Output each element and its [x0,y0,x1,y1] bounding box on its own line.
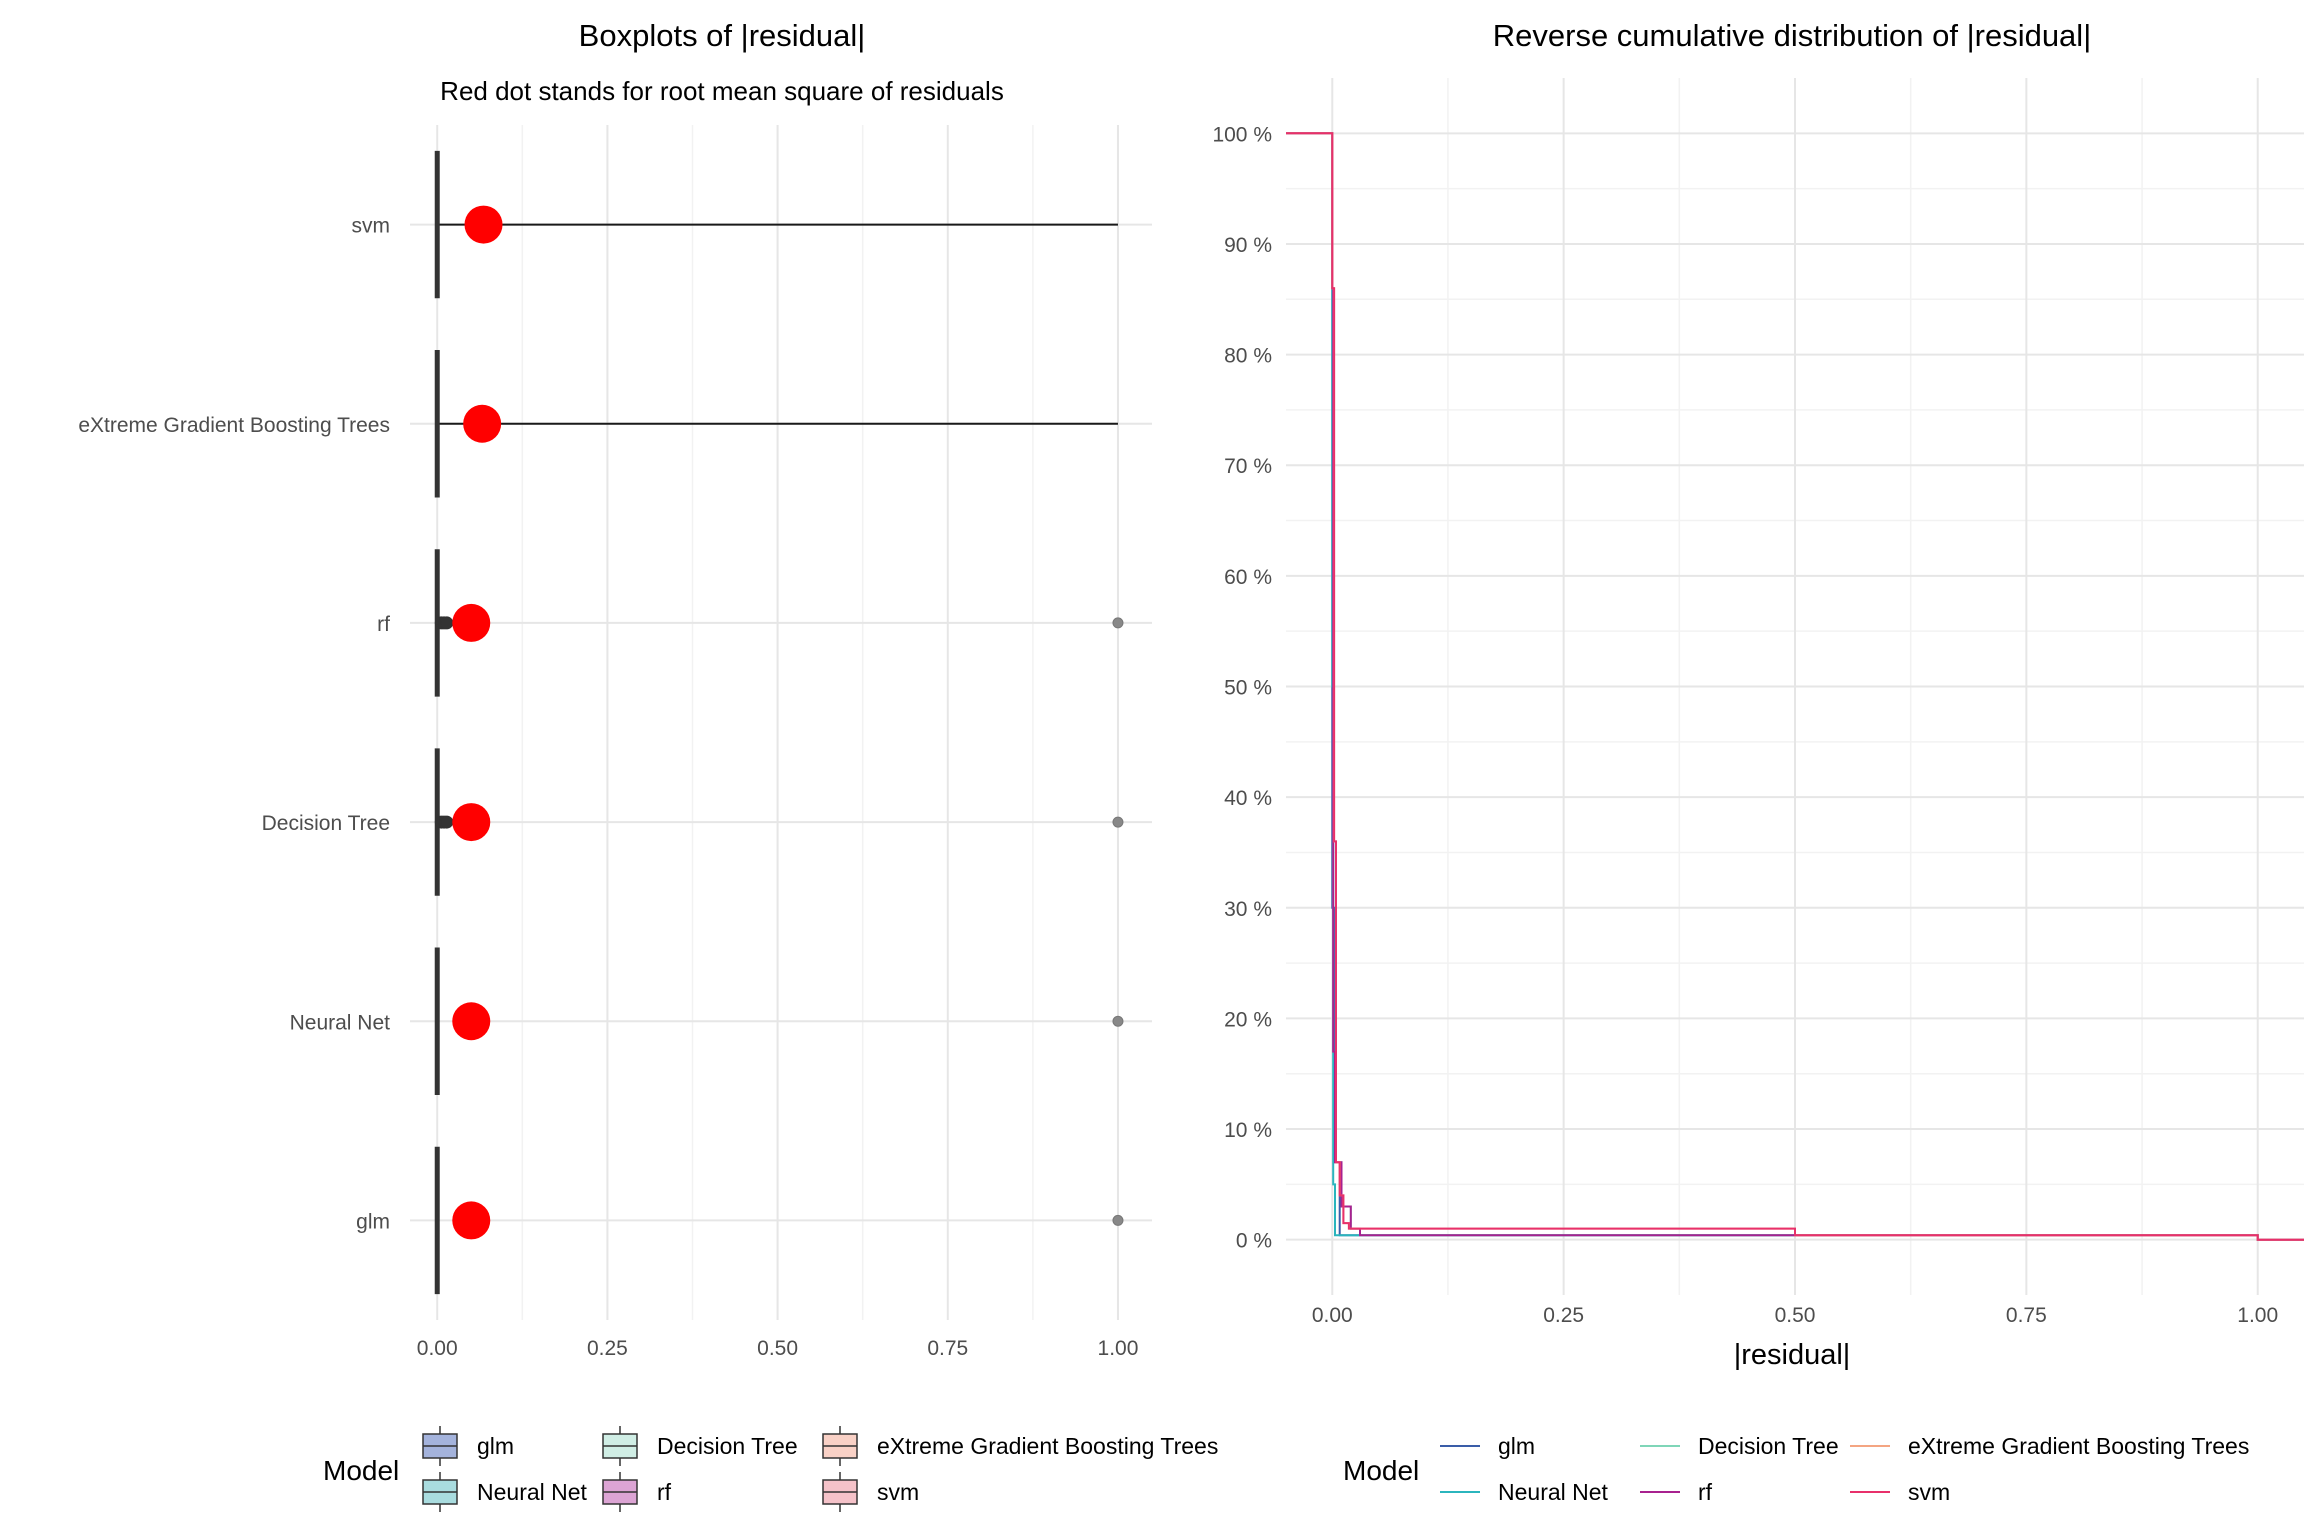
rmse-red-dot [452,1201,491,1240]
boxplot-category-label: svm [352,215,391,238]
boxplot-category-label: Decision Tree [262,812,390,835]
boxplot-category-label: glm [356,1210,390,1233]
cumulative-y-tick-label: 0 % [1236,1230,1272,1253]
cumulative-x-tick-label: 0.00 [1312,1304,1353,1327]
boxplot-category-label: rf [377,613,390,636]
boxplot-x-tick-label: 0.25 [587,1337,628,1360]
cumulative-legend-label: Decision Tree [1698,1433,1839,1459]
cumulative-y-tick-label: 90 % [1224,234,1272,257]
boxplot-category-label: eXtreme Gradient Boosting Trees [78,414,390,437]
cumulative-legend-label: svm [1908,1479,1950,1505]
cumulative-legend-label: eXtreme Gradient Boosting Trees [1908,1433,2249,1459]
boxplot-subtitle: Red dot stands for root mean square of r… [440,76,1004,106]
rmse-red-dot [452,803,491,842]
boxplot-x-tick-label: 0.00 [417,1337,458,1360]
cumulative-y-tick-label: 40 % [1224,787,1272,810]
cumulative-y-tick-label: 30 % [1224,898,1272,921]
boxplot-category-labels: svm eXtreme Gradient Boosting Trees rf Deci… [78,215,390,1234]
boxplot-legend-label: eXtreme Gradient Boosting Trees [877,1433,1218,1459]
boxplot-legend-label: glm [477,1433,514,1459]
cumulative-y-tick-label: 100 % [1212,123,1272,146]
boxplot-gridlines [410,125,1152,1320]
cumulative-x-tick-label: 1.00 [2237,1304,2278,1327]
cumulative-panel: Reverse cumulative distribution of |resi… [1212,18,2304,1505]
boxplot-outlier-point [440,616,454,630]
cumulative-legend-label: rf [1698,1479,1713,1505]
boxplot-x-tick-label: 0.50 [757,1337,798,1360]
cumulative-series-line [1286,132,2304,1241]
cumulative-x-tick-label: 0.50 [1775,1304,1816,1327]
cumulative-gridlines [1286,78,2304,1295]
boxplot-x-tick-labels: 0.00 0.25 0.50 0.75 1.00 [417,1337,1139,1360]
boxplot-outlier-point [1112,617,1124,629]
cumulative-x-tick-label: 0.75 [2006,1304,2047,1327]
cumulative-y-tick-label: 20 % [1224,1008,1272,1031]
cumulative-y-tick-label: 80 % [1224,345,1272,368]
rmse-red-dot [463,404,502,443]
rmse-red-dot [452,603,491,642]
cumulative-y-tick-labels: 0 % 10 % 20 % 30 % 40 % 50 % 60 % 70 % 80 % 90 % 1… [1212,123,1272,1252]
cumulative-legend: Model glm Neural Net Decision Tree rf eXtrem… [1343,1433,2249,1505]
cumulative-x-axis-title: |residual| [1734,1339,1851,1371]
cumulative-legend-label: glm [1498,1433,1535,1459]
cumulative-legend-label: Neural Net [1498,1479,1609,1505]
boxplot-legend-label: Decision Tree [657,1433,798,1459]
boxplot-legend-title: Model [323,1455,399,1486]
boxplot-outlier-point [1112,1015,1124,1027]
boxplot-outlier-point [440,815,454,829]
boxplot-x-tick-label: 0.75 [927,1337,968,1360]
boxplot-legend-label: svm [877,1479,919,1505]
boxplot-legend: Model glm Neural Net Decision Tree rf eXtrem… [323,1426,1218,1512]
cumulative-x-tick-labels: 0.00 0.25 0.50 0.75 1.00 [1312,1304,2278,1327]
boxplot-legend-label: Neural Net [477,1479,588,1505]
rmse-red-dot [452,1002,491,1041]
boxplot-outlier-point [1112,816,1124,828]
boxplot-panel: Boxplots of |residual| Red dot stands fo… [78,18,1218,1512]
cumulative-y-tick-label: 10 % [1224,1119,1272,1142]
cumulative-legend-title: Model [1343,1455,1419,1486]
cumulative-title: Reverse cumulative distribution of |resi… [1493,18,2092,53]
cumulative-series-lines [1286,132,2304,1241]
boxplot-outlier-point [1112,1214,1124,1226]
cumulative-x-tick-label: 0.25 [1543,1304,1584,1327]
cumulative-y-tick-label: 60 % [1224,566,1272,589]
cumulative-y-tick-label: 70 % [1224,455,1272,478]
rmse-red-dot [464,205,503,244]
boxplot-legend-label: rf [657,1479,672,1505]
boxplot-title: Boxplots of |residual| [579,18,866,53]
cumulative-y-tick-label: 50 % [1224,677,1272,700]
boxplot-marks [434,150,1124,1295]
boxplot-category-label: Neural Net [290,1011,391,1034]
boxplot-x-tick-label: 1.00 [1098,1337,1139,1360]
